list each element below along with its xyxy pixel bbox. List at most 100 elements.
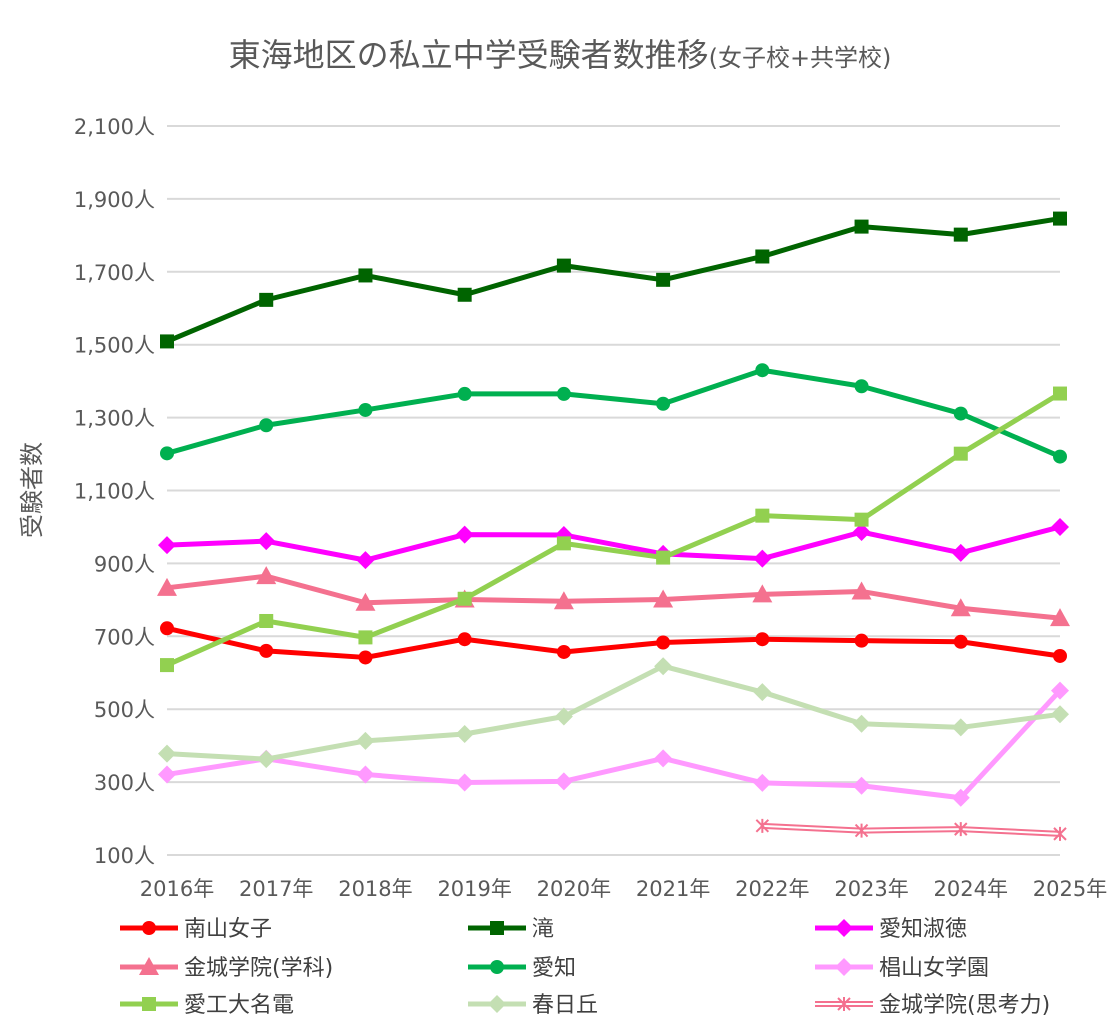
data-point	[158, 765, 176, 784]
data-point	[753, 549, 772, 568]
legend-marker	[139, 957, 159, 975]
legend-item: 南山女子	[120, 917, 272, 942]
x-tick-label: 2018年	[338, 877, 412, 901]
y-tick-label: 1,100人	[74, 480, 155, 504]
y-axis-label: 受験者数	[18, 442, 46, 538]
data-point	[554, 707, 573, 726]
legend-label: 愛知	[532, 956, 576, 981]
legend-marker	[835, 958, 853, 976]
data-point	[951, 788, 970, 807]
series-line	[166, 524, 1061, 563]
data-point	[654, 657, 673, 676]
series-line	[166, 367, 1061, 459]
data-point	[158, 744, 176, 763]
data-point	[755, 249, 770, 264]
x-tick-label: 2017年	[239, 877, 313, 901]
x-tick-label: 2019年	[437, 877, 511, 901]
data-point	[553, 591, 574, 610]
data-point	[457, 287, 472, 302]
data-point	[457, 632, 472, 647]
data-point	[259, 613, 274, 628]
legend-marker	[490, 960, 504, 974]
series-line	[166, 625, 1061, 660]
series-3	[157, 566, 1070, 627]
gridlines	[167, 125, 1060, 856]
data-point	[1051, 517, 1069, 536]
series-line	[166, 688, 1062, 801]
data-point	[854, 633, 869, 648]
data-point	[257, 750, 276, 769]
data-point	[554, 772, 573, 791]
data-point	[753, 683, 772, 702]
data-point	[1053, 449, 1067, 464]
data-point	[755, 818, 770, 833]
series-8	[755, 818, 1067, 841]
legend-label: 愛工大名電	[184, 993, 294, 1018]
data-point	[455, 773, 474, 792]
data-point	[656, 396, 671, 411]
x-tick-label: 2016年	[140, 877, 214, 901]
x-tick-label: 2021年	[636, 877, 710, 901]
data-point	[257, 532, 276, 551]
series-line-inner	[762, 824, 1061, 835]
data-point	[954, 822, 968, 837]
y-tick-label: 2,100人	[74, 115, 155, 139]
data-point	[953, 446, 968, 461]
data-point	[455, 724, 474, 743]
y-tick-label: 100人	[94, 844, 155, 868]
series-2	[158, 517, 1069, 570]
data-point	[953, 227, 968, 242]
series-7	[158, 657, 1069, 769]
data-point	[256, 566, 277, 585]
legend-label: 南山女子	[184, 917, 272, 942]
chart-title: 東海地区の私立中学受験者数推移(女子校+共学校)	[229, 36, 892, 74]
data-point	[1053, 648, 1067, 663]
legend-marker	[142, 921, 156, 935]
data-point	[556, 644, 571, 659]
series-layer	[157, 211, 1070, 841]
legend-marker	[490, 921, 504, 935]
data-point	[455, 525, 474, 544]
data-point	[457, 386, 472, 401]
series-5	[158, 681, 1069, 807]
data-point	[160, 446, 174, 461]
x-tick-label: 2022年	[735, 877, 809, 901]
data-point	[556, 536, 571, 551]
data-point	[556, 258, 571, 273]
y-axis-ticks: 100人 300人 500人 700人 900人 1,100人 1,300人 1,500人 1,…	[74, 115, 155, 868]
data-point	[160, 621, 174, 636]
data-point	[950, 598, 971, 617]
series-0	[160, 621, 1067, 665]
legend-item: 愛知淑徳	[815, 917, 967, 942]
x-tick-label: 2023年	[834, 877, 908, 901]
data-point	[157, 577, 177, 596]
data-point	[358, 402, 373, 417]
data-point	[160, 658, 174, 673]
data-point	[356, 731, 375, 750]
legend-item: 椙山女学園	[815, 956, 989, 981]
data-point	[158, 536, 176, 555]
y-tick-label: 300人	[94, 771, 155, 795]
series-1	[160, 211, 1067, 349]
chart-title-main: 東海地区の私立中学受験者数推移	[229, 36, 709, 74]
data-point	[356, 765, 375, 784]
data-point	[1051, 705, 1069, 724]
legend-marker	[488, 995, 506, 1013]
y-tick-label: 1,900人	[74, 188, 155, 212]
data-point	[259, 643, 274, 658]
data-point	[656, 272, 671, 287]
data-point	[355, 592, 376, 611]
legend-item: 愛知	[468, 956, 576, 981]
legend-marker	[835, 919, 853, 937]
data-point	[556, 386, 571, 401]
legend-item: 金城学院(学科)	[120, 956, 333, 981]
series-line	[166, 663, 1061, 762]
data-point	[656, 635, 671, 650]
series-line	[165, 391, 1062, 668]
legend-item: 滝	[468, 917, 554, 942]
data-point	[753, 773, 772, 792]
data-point	[953, 634, 968, 649]
chart-title-sub: (女子校+共学校)	[709, 44, 892, 72]
y-tick-label: 500人	[94, 698, 155, 722]
